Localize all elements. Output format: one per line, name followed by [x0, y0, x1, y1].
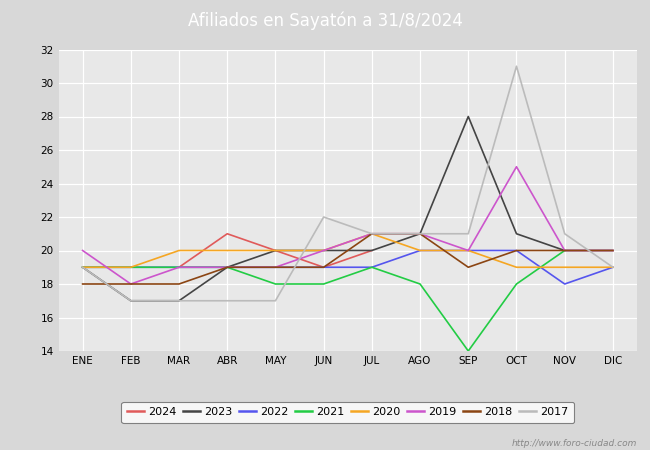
Text: http://www.foro-ciudad.com: http://www.foro-ciudad.com	[512, 439, 637, 448]
Text: Afiliados en Sayatón a 31/8/2024: Afiliados en Sayatón a 31/8/2024	[188, 11, 462, 30]
Legend: 2024, 2023, 2022, 2021, 2020, 2019, 2018, 2017: 2024, 2023, 2022, 2021, 2020, 2019, 2018…	[122, 402, 574, 423]
